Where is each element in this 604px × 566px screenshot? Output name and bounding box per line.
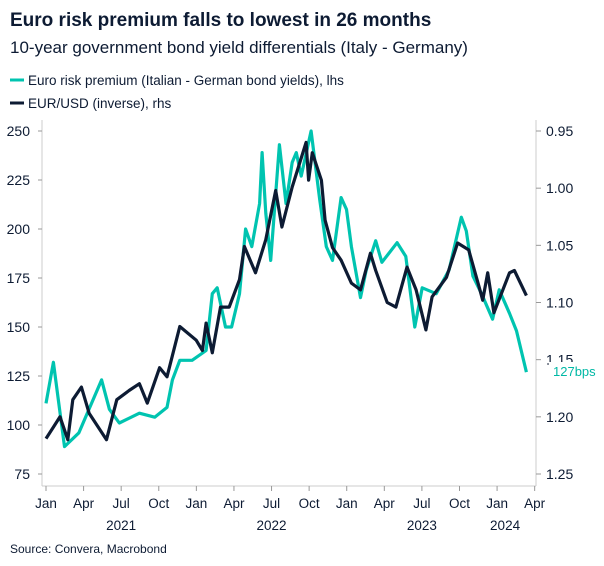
x-tick-label: Oct xyxy=(148,496,169,511)
x-tick-label: Jan xyxy=(35,496,57,511)
x-tick-label: Oct xyxy=(449,496,470,511)
x-year-label: 2023 xyxy=(407,518,437,533)
right-axis-ticks: 0.951.001.051.101.151.201.25 xyxy=(536,123,573,482)
series-line-eurusd-inverse xyxy=(44,140,528,442)
x-tick-label: Jul xyxy=(263,496,280,511)
x-axis-ticks: Jan Apr Jul Oct Jan Apr Jul Oct Jan Apr Jul Oct Jan A… xyxy=(35,486,546,533)
x-year-label: 2024 xyxy=(490,518,521,533)
left-tick-label: 250 xyxy=(7,123,31,139)
x-tick-label: Jan xyxy=(336,496,358,511)
legend: Euro risk premium (Italian - German bond… xyxy=(10,73,344,111)
x-tick-label: Apr xyxy=(73,496,95,511)
x-tick-label: Jan xyxy=(486,496,508,511)
left-tick-label: 150 xyxy=(7,319,31,335)
right-tick-label: 1.00 xyxy=(546,180,573,196)
x-year-label: 2021 xyxy=(106,518,136,533)
left-tick-label: 200 xyxy=(7,221,31,237)
end-value-annotation: 127bps xyxy=(553,364,596,379)
x-year-label: 2022 xyxy=(257,518,287,533)
left-tick-label: 75 xyxy=(14,466,30,482)
annotation-background xyxy=(549,362,599,378)
x-tick-label: Oct xyxy=(299,496,320,511)
right-tick-label: 0.95 xyxy=(546,123,573,139)
right-tick-label: 1.20 xyxy=(546,409,573,425)
left-tick-label: 125 xyxy=(7,368,31,384)
left-tick-label: 225 xyxy=(7,172,31,188)
x-tick-label: Apr xyxy=(223,496,245,511)
right-tick-label: 1.25 xyxy=(546,466,573,482)
right-tick-label: 1.05 xyxy=(546,237,573,253)
source-note: Source: Convera, Macrobond xyxy=(10,542,167,556)
left-tick-label: 100 xyxy=(7,417,31,433)
x-tick-label: Apr xyxy=(374,496,396,511)
x-tick-label: Jul xyxy=(413,496,430,511)
right-tick-label: 1.10 xyxy=(546,295,573,311)
chart-subtitle: 10-year government bond yield differenti… xyxy=(10,38,468,57)
x-tick-label: Jan xyxy=(185,496,207,511)
x-tick-label: Jul xyxy=(113,496,130,511)
legend-label-eurusd: EUR/USD (inverse), rhs xyxy=(28,96,172,111)
left-tick-label: 175 xyxy=(7,270,31,286)
left-axis-ticks: 250 225 200 175 150 125 100 75 xyxy=(7,123,42,482)
x-tick-label: Apr xyxy=(524,496,546,511)
series-group xyxy=(44,129,528,449)
legend-label-spread: Euro risk premium (Italian - German bond… xyxy=(28,73,344,88)
chart-title: Euro risk premium falls to lowest in 26 … xyxy=(10,10,431,31)
